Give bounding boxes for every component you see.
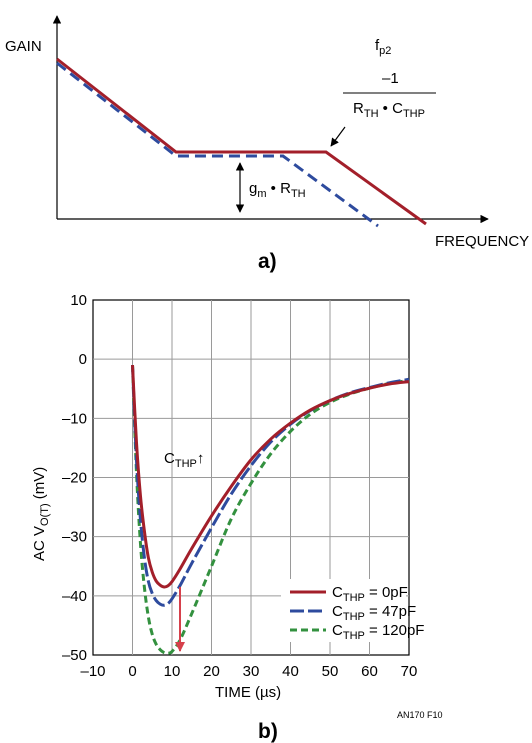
x-tick-label: 40: [282, 663, 299, 680]
panel-a-blue-response: [56, 61, 379, 228]
panel-b-x-tick-labels: –10 0 10 20 30 40 50 60 70: [80, 663, 417, 680]
x-tick-label: –10: [80, 663, 105, 680]
panel-a-gain-label: gm • RTH: [249, 180, 306, 200]
series-line-0pf: [131, 365, 410, 589]
x-tick-label: 70: [401, 663, 418, 680]
panel-a-pole-denominator: RTH • CTHP: [353, 100, 425, 120]
y-tick-label: –10: [62, 410, 87, 427]
panel-a-label: a): [258, 250, 277, 273]
panel-b-xlabel: TIME (µs): [215, 684, 281, 701]
series-line-120pf: [131, 365, 410, 655]
panel-b-chart: –10 0 10 20 30 40 50 60 70 10 0 –10 –20 –30 –40 –50 CT…: [31, 292, 443, 743]
y-tick-label: 0: [79, 351, 87, 368]
y-tick-label: 10: [70, 292, 87, 309]
x-tick-label: 60: [361, 663, 378, 680]
panel-a-xlabel: FREQUENCY: [435, 233, 529, 250]
x-tick-label: 20: [203, 663, 220, 680]
x-tick-label: 10: [164, 663, 181, 680]
panel-a-red-response: [56, 57, 427, 226]
y-tick-label: –30: [62, 529, 87, 546]
panel-a-diagram: GAIN FREQUENCY gm • RTH fp2 –1 RTH • CTH…: [5, 15, 529, 273]
panel-a-pole-pointer: [330, 126, 346, 147]
panel-b-note: AN170 F10: [397, 710, 443, 720]
panel-b-legend: CTHP = 0pF CTHP = 47pF CTHP = 120pF: [281, 579, 424, 642]
legend-label-47pf: CTHP = 47pF: [332, 603, 416, 623]
panel-b-series: [131, 365, 410, 655]
y-tick-label: –20: [62, 470, 87, 487]
panel-b-ylabel: AC VO(T) (mV): [31, 467, 51, 561]
panel-b-label: b): [258, 720, 278, 743]
panel-a-ylabel: GAIN: [5, 38, 42, 55]
panel-b-cthp-annotation: CTHP↑: [164, 450, 204, 470]
panel-a-pole-numerator: –1: [382, 70, 399, 87]
x-tick-label: 0: [128, 663, 136, 680]
legend-label-120pf: CTHP = 120pF: [332, 622, 424, 642]
x-tick-label: 30: [243, 663, 260, 680]
panel-b-y-tick-labels: 10 0 –10 –20 –30 –40 –50: [62, 292, 87, 664]
x-tick-label: 50: [322, 663, 339, 680]
series-line-47pf: [131, 365, 410, 607]
y-tick-label: –50: [62, 647, 87, 664]
legend-label-0pf: CTHP = 0pF: [332, 584, 408, 604]
y-tick-label: –40: [62, 588, 87, 605]
panel-a-pole-label: fp2: [375, 37, 391, 57]
